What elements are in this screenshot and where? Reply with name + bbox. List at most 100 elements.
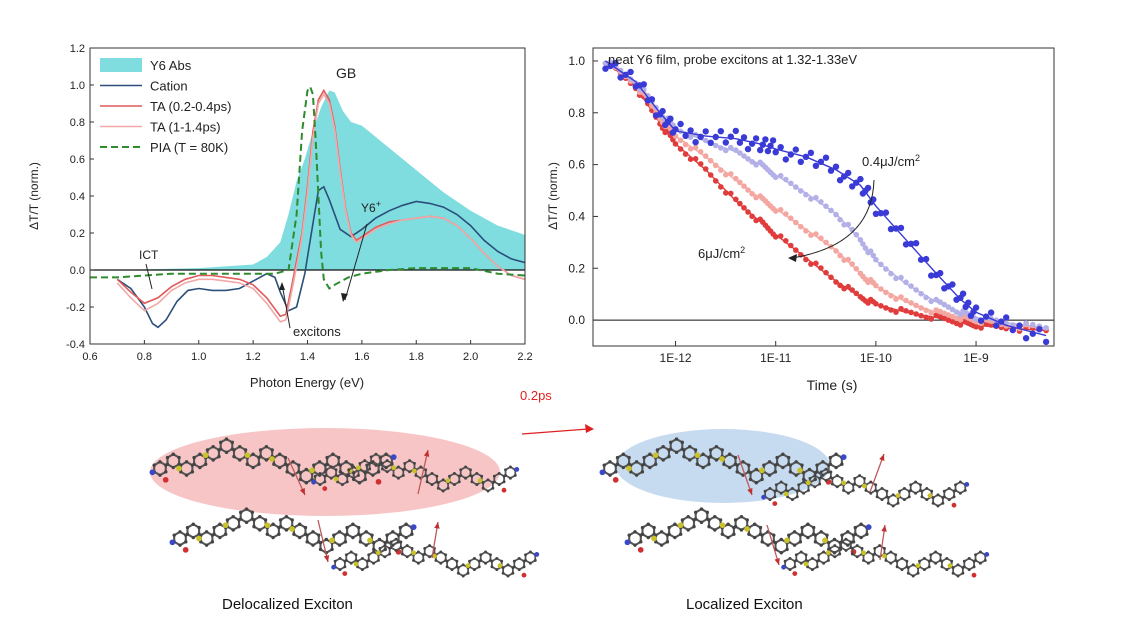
right-data-point bbox=[640, 81, 647, 88]
right-data-point bbox=[878, 286, 884, 292]
right-data-point bbox=[741, 205, 747, 211]
right-data-point bbox=[870, 252, 877, 259]
right-data-point bbox=[918, 290, 924, 297]
right-data-point bbox=[818, 199, 824, 205]
right-data-point bbox=[949, 281, 956, 288]
right-data-point bbox=[717, 128, 724, 135]
right-data-point bbox=[813, 231, 819, 237]
left-legend: Y6 Abs Cation TA (0.2-0.4ps) TA (1-1.4ps) PI… bbox=[100, 58, 231, 155]
left-x-tick-label: 2.2 bbox=[517, 351, 532, 363]
right-data-point bbox=[723, 171, 729, 178]
legend-item-ta-0-2-0-4ps-label: TA (0.2-0.4ps) bbox=[150, 99, 231, 114]
right-y-tick-label: 0.4 bbox=[568, 209, 585, 223]
right-data-point bbox=[667, 115, 674, 122]
right-data-point bbox=[783, 176, 789, 183]
right-data-point bbox=[888, 292, 894, 299]
right-data-point bbox=[1003, 314, 1010, 321]
right-data-point bbox=[833, 248, 839, 254]
right-data-point bbox=[627, 68, 634, 76]
right-data-point bbox=[841, 222, 847, 228]
right-data-point bbox=[1030, 321, 1036, 328]
right-data-point bbox=[987, 309, 995, 316]
right-data-point bbox=[728, 171, 734, 177]
right-data-point bbox=[872, 210, 880, 217]
right-data-point bbox=[702, 153, 709, 159]
right-data-point bbox=[702, 137, 709, 144]
right-data-point bbox=[759, 141, 766, 148]
right-data-point bbox=[893, 309, 899, 315]
right-data-point bbox=[697, 149, 704, 155]
right-data-point bbox=[993, 322, 1000, 329]
right-data-point bbox=[788, 242, 794, 249]
right-x-tick-label: 1E-9 bbox=[963, 351, 989, 365]
left-series-y6-abs bbox=[117, 90, 525, 270]
left-chart: 0.6 0.8 1.0 1.2 1.4 1.6 1.8 2.0 2.2 -0.4 -0.2 0.0 0.… bbox=[27, 43, 533, 390]
right-data-point bbox=[672, 141, 679, 147]
right-data-point bbox=[783, 238, 789, 244]
right-data-point bbox=[777, 172, 784, 179]
dipole-arrowhead bbox=[747, 488, 753, 495]
right-data-point bbox=[777, 233, 784, 239]
right-data-point bbox=[883, 266, 889, 272]
right-data-point bbox=[803, 191, 809, 198]
right-data-point bbox=[823, 269, 829, 276]
right-data-point bbox=[733, 196, 739, 203]
right-data-point bbox=[1042, 338, 1050, 346]
right-data-point bbox=[687, 146, 694, 152]
right-data-point bbox=[928, 310, 934, 316]
right-data-point bbox=[749, 213, 755, 220]
right-data-point bbox=[648, 96, 656, 103]
dipole-arrowhead bbox=[881, 525, 887, 532]
legend-item-cation-label: Cation bbox=[150, 79, 188, 94]
right-chart-title: neat Y6 film, probe excitons at 1.32-1.3… bbox=[608, 52, 857, 67]
right-data-point bbox=[828, 207, 834, 214]
right-data-point bbox=[803, 228, 809, 234]
y6-cation-arrow bbox=[344, 223, 368, 301]
right-fit-line-2 bbox=[605, 60, 1047, 329]
left-x-tick-label: 1.4 bbox=[300, 351, 315, 363]
right-data-point bbox=[873, 256, 879, 263]
left-series-ta-1-1-4ps bbox=[116, 92, 525, 323]
legend-item-y6-abs-swatch bbox=[100, 58, 142, 72]
right-data-point bbox=[813, 260, 819, 267]
right-y-tick-label: 0.2 bbox=[568, 261, 585, 275]
right-data-point bbox=[959, 290, 967, 297]
right-data-point bbox=[702, 128, 709, 135]
right-data-point bbox=[802, 153, 810, 160]
right-data-point bbox=[823, 203, 829, 209]
left-y-tick-label: 1.0 bbox=[70, 80, 85, 92]
dipole-arrow bbox=[737, 454, 753, 496]
right-data-point bbox=[908, 283, 914, 289]
molecule-localized-bottom-2 bbox=[781, 537, 990, 578]
right-data-point bbox=[741, 183, 747, 189]
right-x-axis-label: Time (s) bbox=[807, 377, 858, 393]
right-data-point bbox=[697, 161, 704, 167]
right-data-point bbox=[712, 162, 719, 169]
left-y-tick-label: 0.8 bbox=[70, 117, 85, 129]
left-y-tick-label: 1.2 bbox=[70, 43, 85, 55]
right-data-point bbox=[837, 216, 843, 223]
molecule-delocalized-bottom-1 bbox=[169, 507, 417, 555]
ict-annotation: ICT bbox=[139, 248, 159, 262]
right-data-point bbox=[813, 194, 819, 201]
left-y-tick-label: 0.6 bbox=[70, 154, 85, 166]
right-data-point bbox=[903, 297, 909, 304]
right-data-point bbox=[723, 147, 729, 154]
right-data-point bbox=[1016, 322, 1023, 329]
right-fit-line-1 bbox=[605, 60, 1047, 329]
dipole-arrow bbox=[287, 457, 306, 496]
right-data-point bbox=[1009, 326, 1016, 334]
right-data-point bbox=[718, 145, 724, 151]
left-series-pia-t-80k bbox=[90, 84, 525, 290]
right-data-point bbox=[777, 207, 784, 213]
right-data-point bbox=[845, 221, 851, 228]
right-data-point bbox=[982, 313, 990, 320]
right-data-point bbox=[823, 239, 829, 246]
right-data-point bbox=[767, 142, 774, 149]
right-data-point bbox=[837, 282, 843, 289]
right-data-point bbox=[977, 317, 985, 324]
right-data-point bbox=[736, 139, 744, 146]
right-data-point bbox=[953, 309, 960, 315]
right-data-point bbox=[748, 140, 756, 147]
